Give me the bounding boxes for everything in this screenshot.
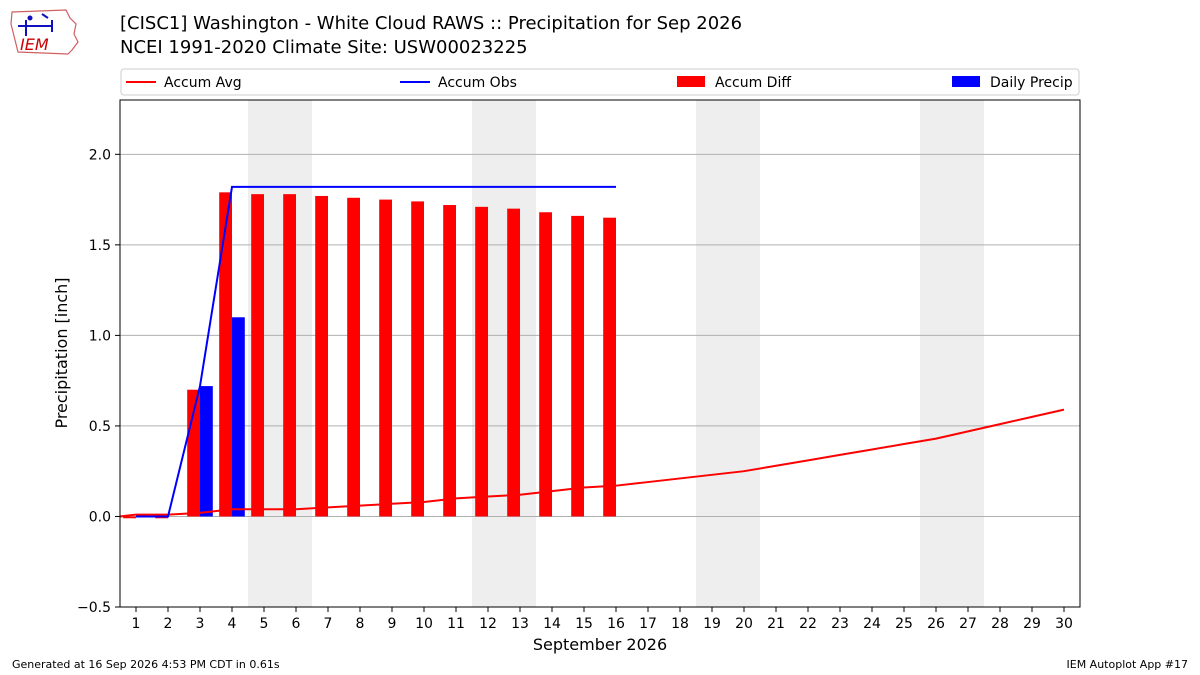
x-tick-label: 7 (324, 616, 333, 632)
y-tick-label: 2.0 (89, 147, 111, 163)
legend-swatch (677, 76, 705, 87)
x-tick-label: 1 (132, 616, 141, 632)
weekend-band (920, 100, 984, 607)
iowa-state-outline-icon (10, 9, 79, 55)
x-tick-label: 22 (799, 616, 817, 632)
chart-title: [CISC1] Washington - White Cloud RAWS ::… (120, 13, 743, 34)
x-tick-label: 17 (639, 616, 657, 632)
legend-swatch (952, 76, 980, 87)
x-tick-label: 26 (927, 616, 945, 632)
generated-timestamp: Generated at 16 Sep 2026 4:53 PM CDT in … (12, 658, 280, 671)
y-axis-label: Precipitation [inch] (52, 277, 71, 428)
iem-logo: IEM (10, 9, 79, 55)
x-axis-label: September 2026 (533, 635, 667, 654)
chart-lines (119, 185, 1065, 518)
daily-precip-bar (200, 386, 213, 517)
accum-diff-bar (507, 208, 520, 517)
accum-diff-bar (315, 195, 328, 517)
legend-label: Accum Obs (438, 75, 517, 91)
y-tick-label: −0.5 (77, 600, 111, 616)
chart-subtitle: NCEI 1991-2020 Climate Site: USW00023225 (120, 37, 528, 58)
x-tick-label: 2 (164, 616, 173, 632)
y-axis: −0.5 0.0 0.5 1.0 1.5 2.0 (77, 147, 120, 616)
x-tick-label: 11 (447, 616, 465, 632)
x-tick-label: 24 (863, 616, 881, 632)
x-tick-label: 13 (511, 616, 529, 632)
x-axis: 1 2 3 4 5 6 7 8 9 10 11 12 13 14 15 16 17 18 19 20 21 22 23 24 2… (132, 607, 1073, 632)
accum-obs-line (136, 185, 616, 518)
x-tick-label: 27 (959, 616, 977, 632)
x-tick-label: 18 (671, 616, 689, 632)
x-tick-label: 15 (575, 616, 593, 632)
accum-diff-bar (219, 192, 232, 517)
x-tick-label: 10 (415, 616, 433, 632)
accum-diff-bar (411, 201, 424, 517)
accum-diff-bar (251, 194, 264, 517)
x-tick-label: 29 (1023, 616, 1041, 632)
accum-diff-bar (123, 516, 136, 519)
y-tick-label: 0.0 (89, 509, 111, 525)
plot-frame (119, 99, 1081, 608)
y-tick-label: 1.0 (89, 328, 111, 344)
y-tick-label: 1.5 (89, 238, 111, 254)
x-tick-label: 14 (543, 616, 561, 632)
accum-diff-bar (539, 212, 552, 517)
accum-diff-bar (475, 206, 488, 517)
x-tick-label: 25 (895, 616, 913, 632)
x-tick-label: 28 (991, 616, 1009, 632)
x-tick-label: 5 (260, 616, 269, 632)
x-tick-label: 19 (703, 616, 721, 632)
daily-precip-bar (232, 317, 245, 517)
weather-station-icon (18, 13, 53, 36)
x-tick-label: 30 (1055, 616, 1073, 632)
chart-bars (123, 192, 616, 519)
x-tick-label: 6 (292, 616, 301, 632)
x-tick-label: 3 (196, 616, 205, 632)
x-tick-label: 12 (479, 616, 497, 632)
weekend-band (696, 100, 760, 607)
legend-label: Daily Precip (990, 75, 1073, 91)
x-tick-label: 4 (228, 616, 237, 632)
x-tick-label: 16 (607, 616, 625, 632)
accum-avg-line (119, 408, 1065, 518)
legend: Accum Avg Accum Obs Accum Diff Daily Precip (120, 68, 1080, 96)
x-tick-label: 21 (767, 616, 785, 632)
logo-text: IEM (20, 35, 49, 54)
app-label: IEM Autoplot App #17 (1066, 658, 1189, 671)
accum-diff-bar (443, 205, 456, 517)
legend-box (120, 68, 1080, 96)
legend-label: Accum Avg (164, 75, 242, 91)
x-tick-label: 20 (735, 616, 753, 632)
x-tick-label: 9 (388, 616, 397, 632)
accum-diff-bar (571, 215, 584, 517)
x-tick-label: 23 (831, 616, 849, 632)
x-tick-label: 8 (356, 616, 365, 632)
y-tick-label: 0.5 (89, 419, 111, 435)
accum-diff-bar (347, 197, 360, 517)
accum-diff-bar (603, 217, 616, 517)
accum-diff-bar (379, 199, 392, 517)
legend-label: Accum Diff (715, 75, 791, 91)
accum-diff-bar (283, 194, 296, 517)
